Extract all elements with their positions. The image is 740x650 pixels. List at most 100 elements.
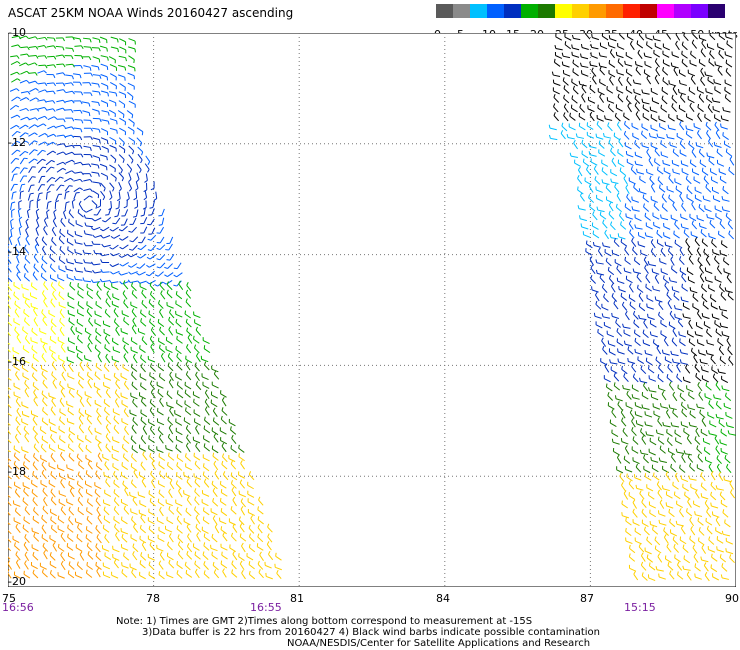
wind-barb <box>617 162 625 168</box>
wind-barb <box>597 250 603 257</box>
wind-barb <box>714 82 722 86</box>
wind-barb <box>688 341 696 347</box>
wind-barb <box>670 144 677 148</box>
wind-barb-feather <box>133 122 135 127</box>
wind-barb <box>66 501 74 506</box>
wind-barb-feather <box>76 389 79 394</box>
wind-barb-feather <box>673 292 676 296</box>
wind-barb-feather <box>97 83 100 88</box>
wind-barb <box>625 55 633 60</box>
wind-barb <box>673 295 680 301</box>
wind-barb-feather <box>97 66 100 71</box>
wind-barb <box>717 341 724 347</box>
lon-label-84: 84 <box>436 592 450 605</box>
wind-barb-feather <box>23 453 26 458</box>
legend-swatch <box>589 4 606 18</box>
wind-barb <box>150 234 157 241</box>
wind-barb <box>38 36 46 40</box>
wind-barb-feather <box>648 133 651 137</box>
wind-barb <box>657 169 664 175</box>
wind-barb-feather <box>140 363 143 367</box>
wind-barb <box>76 349 83 354</box>
wind-barb <box>16 266 21 274</box>
wind-barb-feather <box>625 95 629 100</box>
wind-barb <box>53 211 57 219</box>
wind-barb <box>96 537 102 544</box>
wind-barb <box>68 484 75 490</box>
wind-barb-feather <box>633 183 636 188</box>
wind-barb <box>187 536 192 543</box>
wind-barb <box>123 320 130 326</box>
wind-barb <box>96 284 102 291</box>
wind-barb <box>193 394 200 399</box>
wind-barb <box>131 311 137 318</box>
wind-barb-feather <box>160 352 164 357</box>
wind-barb <box>219 520 227 525</box>
wind-barb-feather <box>71 75 74 80</box>
wind-barb-feather <box>82 277 85 282</box>
wind-barb-feather <box>33 389 36 393</box>
wind-barb-feather <box>680 401 683 406</box>
wind-barb <box>553 115 559 122</box>
wind-barb <box>148 574 156 580</box>
wind-barb <box>618 289 626 293</box>
wind-barb-feather <box>670 453 674 458</box>
wind-barb-feather <box>169 371 172 376</box>
wind-barb-feather <box>168 559 171 564</box>
wind-barb-feather <box>716 148 719 153</box>
wind-barb <box>202 493 210 497</box>
wind-barb-feather <box>103 362 107 367</box>
wind-barb <box>204 364 210 371</box>
wind-barb <box>72 37 81 40</box>
wind-barb <box>691 223 698 230</box>
wind-barb-feather <box>50 488 53 493</box>
wind-barb <box>709 53 715 60</box>
wind-barb <box>680 216 688 221</box>
wind-barb <box>149 402 156 408</box>
wind-barb-feather <box>662 422 665 426</box>
wind-barb-feather <box>95 497 98 501</box>
wind-barb <box>626 476 633 482</box>
wind-barb-feather <box>688 319 692 324</box>
wind-barb <box>220 529 227 535</box>
wind-barb <box>590 278 597 284</box>
wind-barb-feather <box>609 49 613 53</box>
wind-barb-feather <box>661 193 665 198</box>
wind-barb <box>681 226 689 230</box>
wind-barb <box>619 215 625 222</box>
wind-barb <box>644 550 652 555</box>
wind-barb <box>715 331 722 337</box>
wind-barb <box>649 451 656 456</box>
wind-barb-feather <box>114 523 117 528</box>
wind-barb <box>72 73 81 76</box>
wind-barb <box>683 558 691 564</box>
wind-barb-feather <box>617 149 619 153</box>
wind-barb-feather <box>148 299 151 303</box>
wind-barb-feather <box>53 64 57 68</box>
wind-barb <box>195 428 200 435</box>
time-label-2: 16:55 <box>250 601 282 614</box>
wind-barb <box>19 140 26 146</box>
wind-barb <box>56 72 64 75</box>
wind-barb-feather <box>139 142 143 147</box>
wind-barb <box>49 555 56 561</box>
wind-barb-feather <box>193 398 195 403</box>
wind-barb-feather <box>88 56 92 61</box>
wind-barb <box>78 375 85 381</box>
wind-barb-feather <box>149 282 152 286</box>
wind-barb-feather <box>638 292 642 297</box>
wind-barb-feather <box>238 553 240 557</box>
wind-barb <box>19 132 26 138</box>
wind-barb-feather <box>16 263 19 268</box>
wind-barb-feather <box>194 551 197 556</box>
wind-barb <box>8 522 11 525</box>
wind-barb <box>572 71 579 77</box>
wind-barb <box>185 301 192 308</box>
wind-barb <box>67 386 75 391</box>
wind-barb-feather <box>694 331 697 335</box>
wind-barb <box>143 208 146 216</box>
wind-barb <box>563 88 570 94</box>
wind-barb <box>654 161 661 167</box>
wind-barb-feather <box>24 335 28 339</box>
wind-barb <box>659 460 667 464</box>
